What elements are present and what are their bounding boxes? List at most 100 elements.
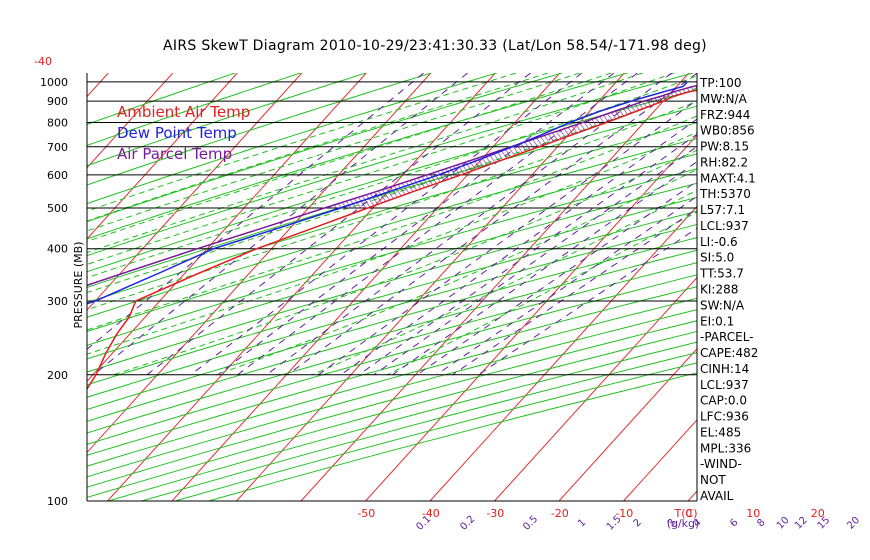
dry-adiabat-line [87,73,367,167]
mixing-ratio-line [287,73,697,376]
stat-entry: LI:-0.6 [700,235,738,249]
pressure-tick-label: 300 [47,295,68,308]
pressure-tick-label: 600 [47,169,68,182]
isotherm-line [87,73,238,240]
moist-adiabat-line [87,73,612,243]
mixing-ratio-line [318,99,697,376]
dry-adiabat-line [87,73,497,205]
legend-entry: Air Parcel Temp [117,145,232,163]
mixing-ratio-line [416,180,697,376]
moist-adiabat-line [216,169,697,376]
mixing-ratio-line [93,73,468,376]
stat-entry: L57:7.1 [700,203,745,217]
dry-adiabat-line [87,182,697,360]
stat-entry: TP:100 [699,76,742,90]
legend-entry: Ambient Air Temp [117,103,250,121]
bottom-temp-label: -50 [357,507,375,520]
dry-adiabat-line [87,73,432,186]
stat-entry: EI:0.1 [700,314,734,328]
pressure-tick-label: 700 [47,141,68,154]
dry-adiabat-line [87,223,697,398]
dry-adiabat-line [87,237,697,410]
stat-entry: TH:5370 [699,187,751,201]
mixing-ratio-line [436,195,697,376]
mixing-ratio-line [146,73,531,376]
mixing-ratio-line [373,145,697,376]
isotherm-line [365,134,697,501]
mixing-ratio-label: 20 [845,515,862,532]
legend-entry: Dew Point Temp [117,124,237,142]
mixing-ratio-label: 12 [793,515,810,532]
top-temp-label: -40 [34,55,52,68]
pressure-tick-label: 1000 [40,76,68,89]
dry-adiabat-line [87,286,697,456]
stat-entry: EL:485 [700,426,741,440]
stat-entry: TT:53.7 [699,267,744,281]
dry-adiabat-line [87,73,236,125]
mixing-ratio-label: 1 [576,517,588,529]
stat-entry: -WIND- [700,457,742,471]
bottom-temp-label: 10 [746,507,760,520]
mixing-ratio-label: 2 [632,517,644,529]
stats-panel: TP:100 MW:N/A FRZ:944 WB0:856 PW:8.15RH:82.2… [699,76,758,503]
moist-adiabat-line [113,149,697,376]
isotherm-line [623,419,697,501]
bottom-temp-label: -10 [615,507,633,520]
isotherm-line [87,73,174,169]
moist-adiabat-line [87,131,697,355]
isotherm-line [171,73,561,501]
dry-adiabat-line [87,168,697,346]
moist-adiabat-line [87,75,697,279]
stat-entry: NOT [700,473,726,487]
isotherm-line [87,73,303,311]
profiles [87,81,697,391]
bottom-temp-label: -40 [422,507,440,520]
stat-entry: MW:N/A [700,92,748,106]
stat-entry: WB0:856 [700,124,755,138]
dry-adiabat-line [87,73,694,257]
pressure-tick-label: 500 [47,202,68,215]
moist-adiabat-line [87,73,517,212]
stat-entry: LFC:936 [700,410,749,424]
stat-entry: PW:8.15 [700,140,749,154]
parcel-temp-line [87,84,697,287]
stat-entry: SW:N/A [700,298,745,312]
stat-entry: MPL:336 [700,441,751,455]
isotherm-line [87,73,109,98]
mixing-ratio-line [237,73,638,376]
mixing-ratio-line [452,208,697,376]
mixing-ratio-line [340,118,697,376]
dry-adiabat-line [87,73,563,223]
isotherm-line [87,73,432,454]
stat-entry: CAP:0.0 [700,394,747,408]
pressure-tick-label: 100 [47,495,68,508]
dry-adiabat-line [87,297,697,467]
isotherm-line [300,73,690,501]
stat-entry: -PARCEL- [700,330,754,344]
bottom-temp-label: -30 [486,507,504,520]
stat-entry: LCL:937 [700,378,749,392]
stat-entry: SI:5.0 [700,251,734,265]
legend: Ambient Air Temp Dew Point Temp Air Parcel… [117,103,250,163]
mixing-ratio-label: 0.5 [521,514,540,533]
dry-adiabat-line [87,196,697,373]
isotherm-line [494,276,697,501]
moist-adiabat-line [87,73,643,254]
y-axis-label: PRESSURE (MB) [72,242,85,329]
dry-adiabat-line [87,320,697,488]
moist-adiabat-line [386,211,697,376]
dry-adiabat-line [87,153,697,333]
pressure-tick-label: 400 [47,243,68,256]
mixing-ratio-line [478,227,697,376]
stat-entry: LCL:937 [700,219,749,233]
stat-entry: KI:288 [700,283,738,297]
moist-adiabat-line [87,73,675,265]
dry-adiabat-line [87,262,697,434]
moist-adiabat-line [87,73,549,222]
stat-entry: RH:82.2 [700,155,748,169]
stat-entry: CINH:14 [700,362,749,376]
mixing-ratio-label: 8 [755,517,767,529]
bottom-temp-label: 0 [685,507,692,520]
